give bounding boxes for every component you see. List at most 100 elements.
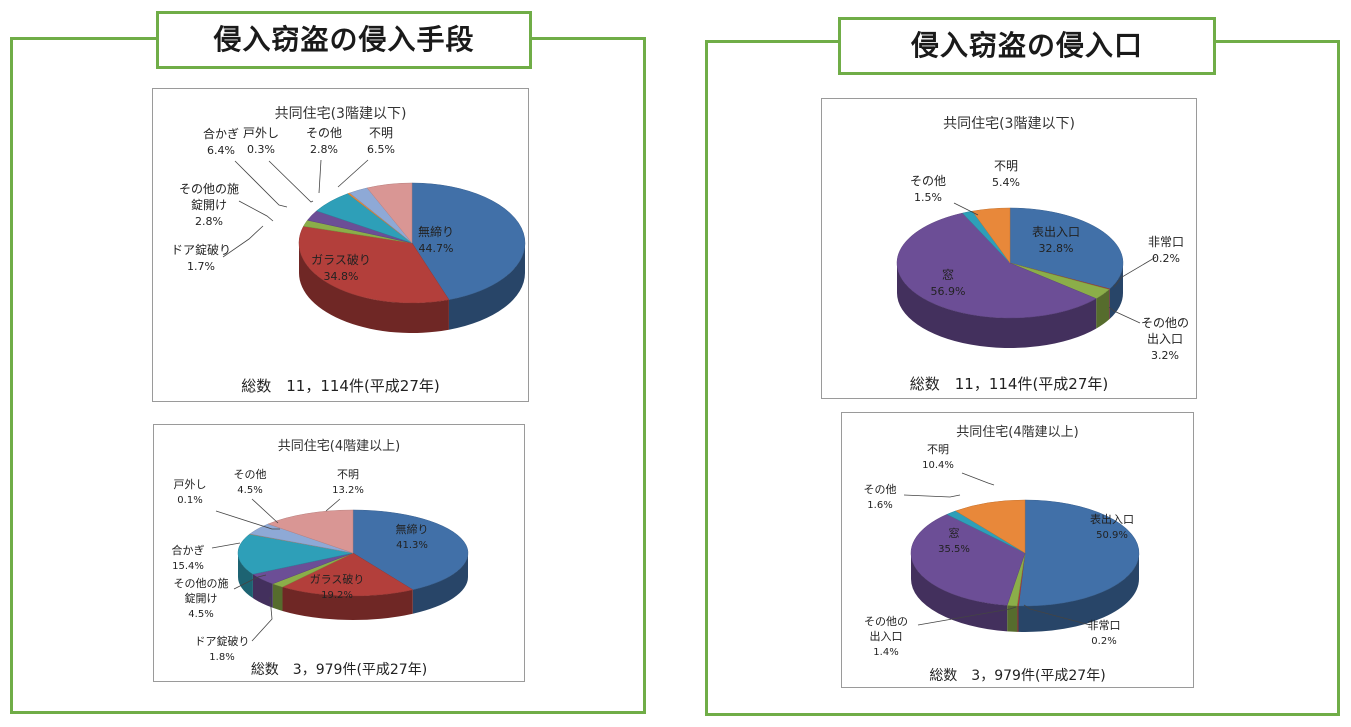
leader-line: [215, 510, 280, 530]
slice-label: ドア錠破り: [195, 634, 250, 648]
slice-value: 15.4%: [172, 561, 204, 572]
pie-side-非常口: [1109, 288, 1110, 320]
slice-value: 0.2%: [1152, 252, 1180, 265]
chart-card-lt: 共同住宅(3階建以下) 無締り 44.7% ガラス破り 34.8% ドア錠破り 1.7% そ…: [152, 88, 529, 402]
slice-label: 戸外し: [243, 126, 279, 140]
slice-value: 2.8%: [195, 215, 223, 228]
leader-line: [233, 574, 267, 590]
right-panel-title: 侵入窃盗の侵入口: [838, 17, 1216, 75]
slice-label: 合かぎ: [203, 126, 239, 141]
chart-total: 総数 11，114件(平成27年): [909, 375, 1109, 393]
leader-line: [318, 159, 322, 194]
slice-label: 不明: [927, 443, 949, 456]
leader-line: [238, 200, 274, 222]
pie-slice-不明: [971, 207, 1011, 264]
pie-slice-ガラス破り: [298, 225, 450, 304]
slice-value: 1.8%: [209, 652, 234, 663]
pie-side-表出入口: [1109, 263, 1123, 319]
slice-label: 不明: [994, 159, 1018, 173]
slice-label: 無締り: [396, 522, 429, 536]
pie-side-その他の施錠開け: [252, 574, 273, 608]
slice-value: 6.4%: [207, 144, 235, 157]
slice-label: その他: [910, 174, 946, 188]
leader-line: [1023, 604, 1091, 626]
slice-value: 1.5%: [914, 191, 942, 204]
pie-side-無締り: [448, 243, 525, 330]
slice-value: 0.3%: [247, 143, 275, 156]
pie-slice-無締り: [411, 182, 526, 300]
slice-label: その他の施: [179, 182, 239, 196]
slice-value: 34.8%: [324, 270, 359, 283]
chart-card-rb: 共同住宅(4階建以上) 表出入口 50.9% 非常口 0.2% その他の 出入口 1.4% 窓…: [841, 412, 1194, 688]
slice-value: 2.8%: [310, 143, 338, 156]
pie-slice-表出入口: [1018, 499, 1140, 607]
chart-card-lb: 共同住宅(4階建以上) 無締り 41.3% ガラス破り 19.2% ドア錠破り 1.8% そ…: [153, 424, 525, 682]
pie-side-窓: [911, 553, 1008, 632]
slice-label: その他: [234, 468, 267, 481]
slice-label: その他の: [1141, 316, 1189, 330]
pie-slice-合かぎ: [237, 533, 354, 575]
slice-value: 19.2%: [321, 590, 353, 601]
slice-value: 50.9%: [1096, 530, 1128, 541]
pie-slice-不明: [366, 182, 413, 244]
slice-label: 窓: [942, 267, 954, 282]
slice-value: 0.1%: [177, 495, 202, 506]
leader-line: [953, 202, 979, 216]
pie-top: [896, 207, 1124, 319]
leader-line: [1113, 256, 1157, 288]
slice-label: 非常口: [1088, 619, 1121, 632]
chart-title: 共同住宅(3階建以下): [274, 106, 407, 122]
slice-label: 出入口: [1147, 332, 1183, 346]
pie-side-非常口: [1017, 605, 1019, 632]
pie-side-ガラス破り: [282, 586, 413, 620]
slice-value: 0.2%: [1091, 636, 1116, 647]
slice-label: 窓: [949, 526, 960, 540]
leader-line: [1108, 306, 1141, 324]
leader-line: [251, 498, 279, 524]
slice-value: 4.5%: [237, 485, 262, 496]
chart-total: 総数 3，979件(平成27年): [250, 662, 428, 678]
slice-label: ドア錠破り: [171, 242, 231, 257]
leader-line: [903, 494, 961, 498]
pie-slice-不明: [267, 509, 354, 554]
leader-line: [325, 498, 341, 512]
pie-side-無締り: [412, 553, 468, 614]
left-panel-title: 侵入窃盗の侵入手段: [156, 11, 532, 69]
pie-side-その他の出入口: [1007, 605, 1018, 632]
pie-slice-ガラス破り: [281, 552, 414, 597]
slice-value: 6.5%: [367, 143, 395, 156]
slice-label: 非常口: [1148, 235, 1184, 249]
pie-side-窓: [897, 263, 1097, 348]
slice-label: 表出入口: [1032, 225, 1080, 239]
pie-side-ドア錠破り: [272, 583, 283, 611]
slice-value: 35.5%: [938, 544, 970, 555]
pie-slice-窓: [910, 514, 1026, 606]
leader-line: [917, 606, 1017, 626]
pie-side-walls: [238, 553, 468, 620]
pie-side-その他の出入口: [1096, 289, 1110, 329]
chart-title: 共同住宅(3階建以下): [943, 116, 1075, 132]
slice-value: 13.2%: [332, 485, 364, 496]
leader-line: [268, 160, 314, 203]
leader-line: [234, 160, 288, 208]
pie-top: [237, 509, 469, 597]
pie-side-walls: [897, 263, 1123, 348]
slice-value: 5.4%: [992, 176, 1020, 189]
pie-side-walls: [911, 553, 1139, 632]
chart-card-rt: 共同住宅(3階建以下) 表出入口 32.8% 非常口 0.2% その他の 出入口 3.2% 窓…: [821, 98, 1197, 399]
slice-label: 錠開け: [191, 197, 227, 212]
pie-slice-表出入口: [1009, 207, 1124, 290]
slice-label: その他の施: [174, 577, 229, 590]
slice-label: ガラス破り: [311, 252, 371, 267]
slice-label: ガラス破り: [310, 572, 365, 586]
pie-side-ガラス破り: [299, 243, 449, 333]
slice-value: 3.2%: [1151, 349, 1179, 362]
slice-label: その他: [864, 483, 897, 496]
leader-line: [222, 225, 264, 258]
